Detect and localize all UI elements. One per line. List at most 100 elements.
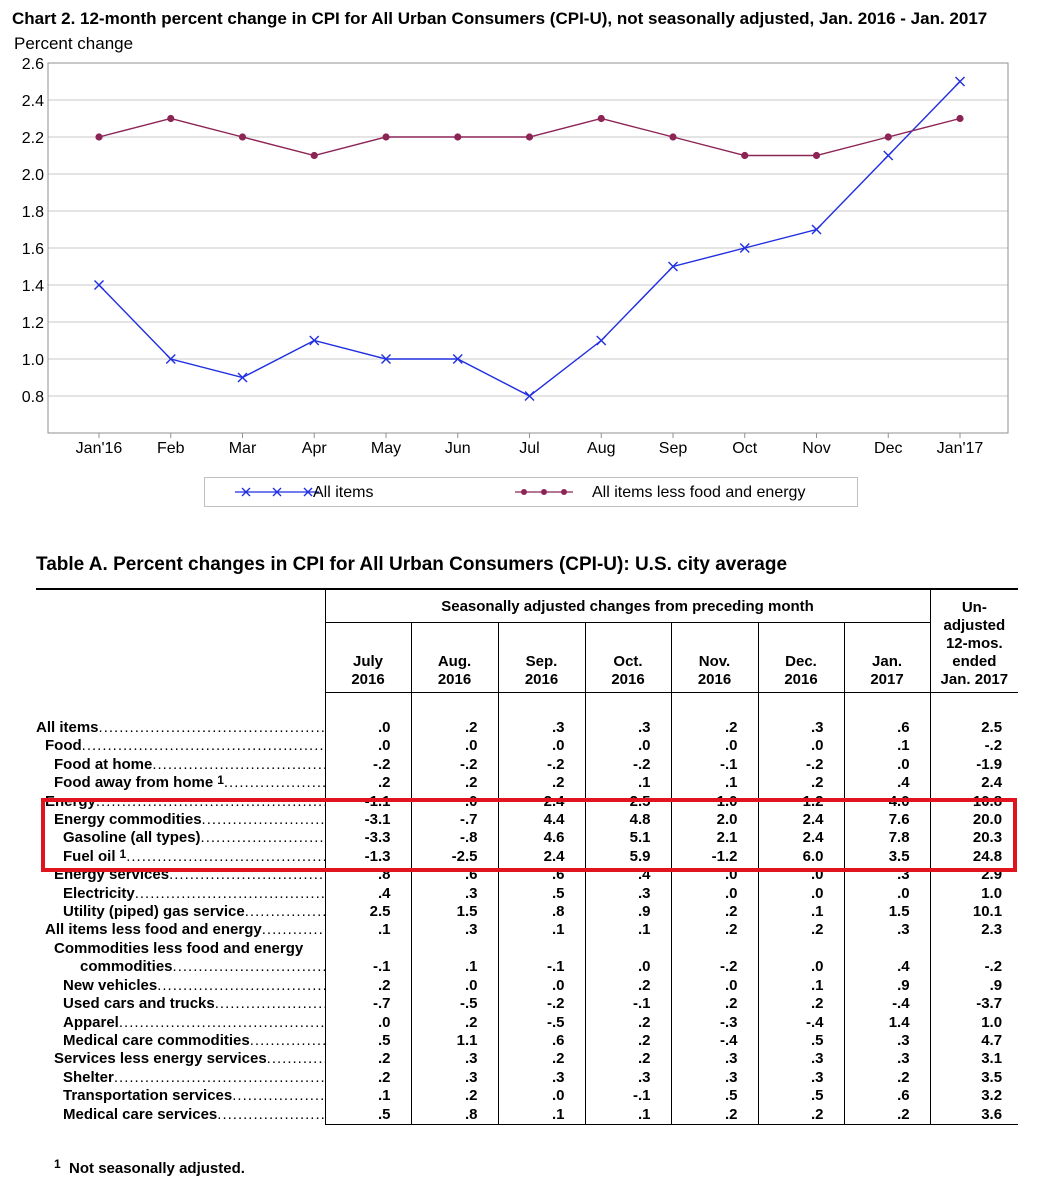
value-cell: .3 <box>584 719 671 738</box>
month-header-line1: Jan. <box>872 653 903 670</box>
value-cell: 3.2 <box>929 1087 1019 1106</box>
value-cell: .1 <box>757 903 844 922</box>
data-point-core <box>884 133 892 141</box>
month-column-header: July 2016 <box>324 622 411 693</box>
y-tick-label: 1.8 <box>22 204 44 221</box>
data-point-all-items <box>524 391 535 401</box>
row-label-text: Medical care services <box>63 1105 218 1123</box>
value-cell <box>324 939 411 959</box>
value-cell: -.1 <box>497 958 585 977</box>
value-cell <box>497 939 585 959</box>
spacer-cell <box>670 692 758 719</box>
row-label: New vehicles <box>36 977 325 995</box>
value-cell: .5 <box>324 1105 411 1125</box>
value-cell <box>410 939 498 959</box>
row-label: Food <box>36 737 325 755</box>
row-label: Gasoline (all types) <box>36 829 325 847</box>
value-cell: .5 <box>497 884 585 904</box>
value-cell: .1 <box>497 1105 585 1125</box>
month-header-line2: 2016 <box>524 671 559 688</box>
legend-swatch-core <box>515 489 573 495</box>
table-row: Medical care services.5.8.1.1.2.2.23.6 <box>36 1105 1019 1125</box>
value-cell: .3 <box>757 1068 844 1088</box>
leader-dots <box>224 774 325 792</box>
data-point-core <box>597 114 605 123</box>
value-cell: .1 <box>584 1105 671 1125</box>
value-cell: -1.2 <box>670 847 758 867</box>
x-tick-label: Feb <box>157 440 185 457</box>
x-tick-label: Aug <box>587 440 615 457</box>
value-cell: .4 <box>324 884 411 904</box>
value-cell: -.2 <box>584 755 671 775</box>
spacer-cell <box>36 693 325 720</box>
value-cell: -.2 <box>929 737 1019 756</box>
unadjusted-header: Un- adjusted 12-mos. ended Jan. 2017 <box>929 588 1019 693</box>
value-cell: 2.4 <box>929 774 1019 793</box>
spacer-cell <box>324 692 411 719</box>
table-row: Utility (piped) gas service2.51.5.8.9.2.… <box>36 903 1019 922</box>
value-cell: .2 <box>410 1087 498 1106</box>
value-cell: 6.0 <box>757 847 844 867</box>
value-cell: .6 <box>843 719 931 738</box>
value-cell: .1 <box>670 774 758 793</box>
value-cell: .0 <box>584 958 671 977</box>
table-row: Transportation services.1.2.0-.1.5.5.63.… <box>36 1087 1019 1106</box>
row-label-text: All items less food and energy <box>45 921 262 939</box>
data-point-all-items <box>165 354 176 364</box>
month-header-line1: Dec. <box>785 653 817 670</box>
value-cell: -.1 <box>670 755 758 775</box>
highlight-box-energy <box>41 798 1017 872</box>
value-cell: 3.5 <box>929 1068 1019 1088</box>
value-cell: 2.1 <box>670 829 758 848</box>
value-cell: 10.1 <box>929 903 1019 922</box>
y-tick-label: 2.2 <box>22 130 44 147</box>
row-label: Services less energy services <box>36 1050 325 1068</box>
data-point-all-items <box>955 76 965 87</box>
x-tick-label: Jun <box>445 440 471 457</box>
value-cell: .2 <box>324 1050 411 1069</box>
value-cell <box>929 939 1019 959</box>
row-label: Transportation services <box>36 1087 325 1105</box>
table-row: Energy commodities -3.1-.74.44.82.02.47.6… <box>36 811 1019 830</box>
value-cell: .3 <box>497 1068 585 1088</box>
value-cell: .2 <box>584 1031 671 1051</box>
y-tick-label: 2.4 <box>22 93 44 110</box>
value-cell: .2 <box>670 719 758 738</box>
value-cell: .0 <box>324 737 411 756</box>
value-cell: .0 <box>410 737 498 756</box>
row-label: Commodities less food and energy <box>36 940 325 958</box>
x-tick-label: May <box>371 440 401 457</box>
leader-dots <box>114 1069 325 1087</box>
data-point-all-items <box>381 354 391 364</box>
y-tick-label: 2.6 <box>22 56 44 73</box>
value-cell: .0 <box>843 884 931 904</box>
month-header-line2: 2016 <box>437 671 472 688</box>
table-title: Table A. Percent changes in CPI for All … <box>36 554 788 575</box>
value-cell: .2 <box>324 774 411 793</box>
value-cell: -.3 <box>670 1013 758 1032</box>
plot-frame <box>47 62 1009 434</box>
value-cell: 1.0 <box>929 1013 1019 1032</box>
value-cell: -.2 <box>497 995 585 1014</box>
table-row: Services less energy services.2.3.2.2.3.… <box>36 1050 1019 1069</box>
row-footnote-mark: 1 <box>217 774 224 788</box>
table-row: Gasoline (all types) -3.3-.84.65.12.12.47… <box>36 829 1019 848</box>
value-cell: .2 <box>324 976 411 996</box>
x-tick-label: Jan'16 <box>76 440 123 457</box>
month-header-line1: Nov. <box>698 653 731 670</box>
value-cell: 3.6 <box>929 1105 1019 1125</box>
value-cell: .3 <box>584 884 671 904</box>
month-header-line2: 2017 <box>870 671 904 688</box>
y-tick-label: 0.8 <box>22 389 44 406</box>
value-cell: .2 <box>410 1013 498 1032</box>
value-cell: .3 <box>410 1068 498 1088</box>
value-cell: -.2 <box>410 755 498 775</box>
row-label: All items less food and energy <box>36 921 325 939</box>
value-cell: -.5 <box>497 1013 585 1032</box>
value-cell: .4 <box>843 774 931 793</box>
series-line-all-items <box>98 81 961 397</box>
leader-dots <box>99 719 325 737</box>
value-cell: 1.4 <box>843 1013 931 1032</box>
table-row: Used cars and trucks-.7-.5-.2-.1.2.2-.4-… <box>36 995 1019 1014</box>
